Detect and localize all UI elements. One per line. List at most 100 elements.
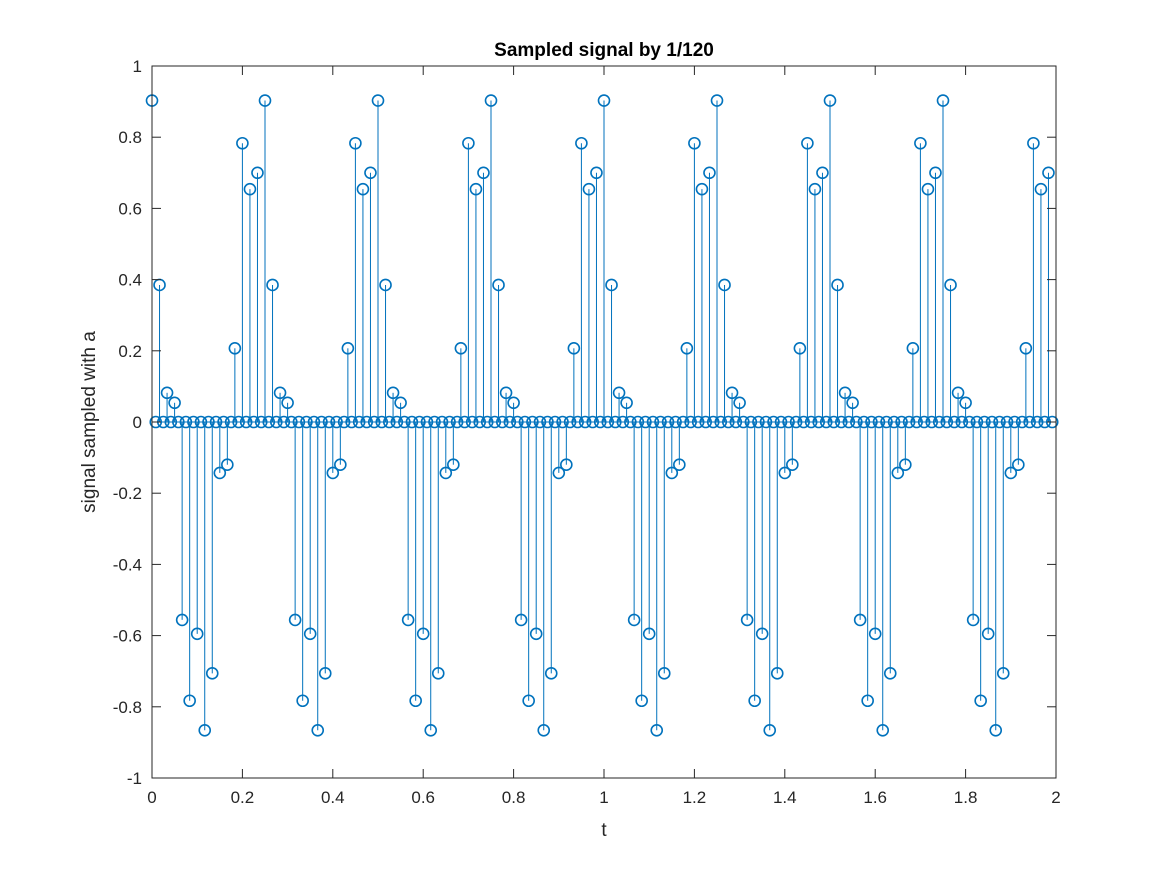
stem-marker — [819, 415, 833, 429]
stem-marker — [989, 723, 1003, 737]
stem-marker — [296, 694, 309, 708]
stem-marker — [801, 136, 814, 150]
marker-series — [145, 94, 1059, 737]
stem-marker — [706, 415, 720, 429]
stem-marker — [484, 94, 498, 107]
stem-marker — [725, 386, 739, 400]
stem-marker — [770, 667, 784, 680]
stem-marker — [544, 667, 558, 680]
stem-marker — [1008, 415, 1021, 429]
y-tick-label: -0.6 — [113, 627, 142, 646]
stem-marker — [891, 466, 905, 480]
x-tick-label: 0.4 — [321, 788, 345, 807]
stem-marker — [684, 415, 697, 429]
stem-marker — [503, 415, 517, 429]
stem-marker — [650, 723, 664, 737]
stem-marker — [733, 396, 746, 410]
y-tick-label: 0.4 — [118, 271, 142, 290]
y-tick-label: 0.2 — [118, 342, 142, 361]
stem-marker — [959, 396, 972, 410]
stem-marker — [834, 415, 848, 429]
stem-marker — [228, 342, 242, 355]
stem-marker — [842, 415, 856, 429]
stem-marker — [352, 415, 366, 429]
stem-marker — [160, 386, 174, 400]
stem-marker — [326, 466, 340, 480]
y-axis: -1 -0.8 -0.6 -0.4 -0.2 0 0.2 0.4 0.6 0.8 1 — [113, 57, 1056, 788]
stem-marker — [187, 415, 200, 429]
stem-marker — [673, 458, 686, 472]
stem-marker — [495, 415, 509, 429]
stem-marker — [1023, 415, 1036, 429]
stem-marker — [880, 415, 893, 429]
y-tick-label: -0.2 — [113, 484, 142, 503]
stem-marker — [789, 415, 803, 429]
stem-marker — [827, 415, 841, 429]
stem-marker — [853, 613, 867, 627]
stem-marker — [906, 342, 920, 355]
stem-marker — [285, 415, 298, 429]
stem-marker — [435, 415, 449, 429]
stem-marker — [315, 415, 328, 429]
stem-marker — [861, 694, 874, 708]
stem-marker — [947, 415, 961, 429]
y-axis-label: signal sampled with a — [79, 331, 100, 513]
stem-marker — [955, 415, 969, 429]
stem-marker — [232, 415, 245, 429]
stem-marker — [620, 396, 633, 410]
stem-marker — [691, 415, 705, 429]
stem-marker — [292, 415, 306, 429]
x-tick-label: 1.6 — [863, 788, 887, 807]
stem-marker — [473, 415, 487, 429]
stem-marker — [612, 386, 626, 400]
stem-marker — [224, 415, 238, 429]
stem-marker — [149, 415, 163, 429]
stem-marker — [993, 415, 1006, 429]
stem-marker — [300, 415, 313, 429]
stem-marker — [597, 94, 611, 107]
stem-marker — [518, 415, 532, 429]
stem-marker — [1004, 466, 1018, 480]
stem-marker — [872, 415, 886, 429]
stem-marker — [413, 415, 426, 429]
stem-marker — [759, 415, 773, 429]
stem-marker — [661, 415, 675, 429]
stem-marker — [507, 396, 520, 410]
stem-marker — [420, 415, 434, 429]
stem-marker — [424, 723, 438, 737]
x-tick-label: 1 — [599, 788, 608, 807]
stem-marker — [488, 415, 502, 429]
stem-marker — [563, 415, 577, 429]
stem-marker — [262, 415, 276, 429]
stem-marker — [401, 613, 415, 627]
stem-marker — [499, 386, 513, 400]
stem-marker — [364, 166, 377, 180]
stem-marker — [654, 415, 667, 429]
stem-marker — [981, 627, 995, 641]
stem-marker — [793, 342, 807, 355]
stem-marker — [1045, 415, 1059, 429]
chart-title: Sampled signal by 1/120 — [494, 40, 714, 61]
stem-marker — [330, 415, 343, 429]
stem-marker — [624, 415, 637, 429]
stem-marker — [850, 415, 863, 429]
stem-marker — [917, 415, 931, 429]
stem-marker — [318, 667, 332, 680]
y-tick-label: 1 — [133, 57, 142, 76]
stem-marker — [247, 415, 260, 429]
x-tick-label: 1.8 — [954, 788, 978, 807]
stem-marker — [635, 694, 648, 708]
stem-marker — [639, 415, 652, 429]
stem-marker — [398, 415, 411, 429]
stem-marker — [951, 386, 965, 400]
stem-marker — [710, 94, 724, 107]
stem-marker — [556, 415, 569, 429]
stem-marker — [970, 415, 984, 429]
stem-marker — [718, 278, 731, 292]
stem-marker — [985, 415, 999, 429]
y-tick-label: 0.6 — [118, 199, 142, 218]
stem-marker — [254, 415, 268, 429]
stem-marker — [239, 415, 253, 429]
stem-marker — [744, 415, 758, 429]
